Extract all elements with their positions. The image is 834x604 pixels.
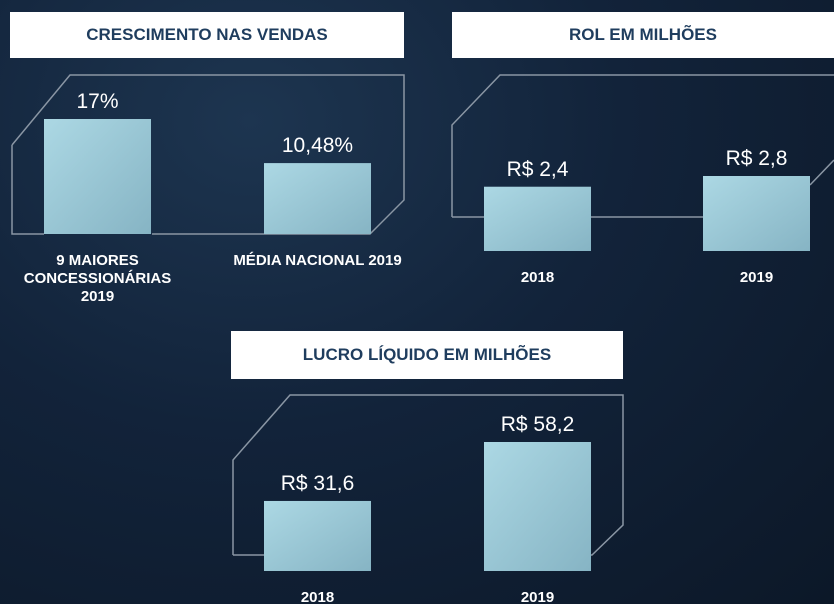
bar <box>264 163 371 234</box>
chart-title: LUCRO LÍQUIDO EM MILHÕES <box>231 331 623 379</box>
chart-title: CRESCIMENTO NAS VENDAS <box>10 12 404 58</box>
bar <box>264 500 371 571</box>
category-label: 2019 <box>520 589 555 604</box>
value-label: 10,48% <box>281 134 354 158</box>
bar <box>703 176 810 251</box>
category-label: 9 MAIORES CONCESSIONÁRIAS 2019 <box>23 252 172 305</box>
category-label: 2018 <box>520 269 555 286</box>
outline <box>232 394 624 556</box>
category-label: MÉDIA NACIONAL 2019 <box>233 252 402 269</box>
value-label: R$ 58,2 <box>500 413 575 436</box>
bar <box>484 186 591 251</box>
value-label: R$ 2,4 <box>506 157 569 181</box>
value-label: 17% <box>76 90 119 113</box>
category-label: 2018 <box>300 589 335 604</box>
outline <box>451 74 834 218</box>
value-label: R$ 2,8 <box>725 147 788 170</box>
value-label: R$ 31,6 <box>280 471 355 495</box>
bar <box>484 442 591 571</box>
category-label: 2019 <box>739 269 774 286</box>
chart-title: ROL EM MILHÕES <box>452 12 834 58</box>
bar <box>44 119 151 234</box>
